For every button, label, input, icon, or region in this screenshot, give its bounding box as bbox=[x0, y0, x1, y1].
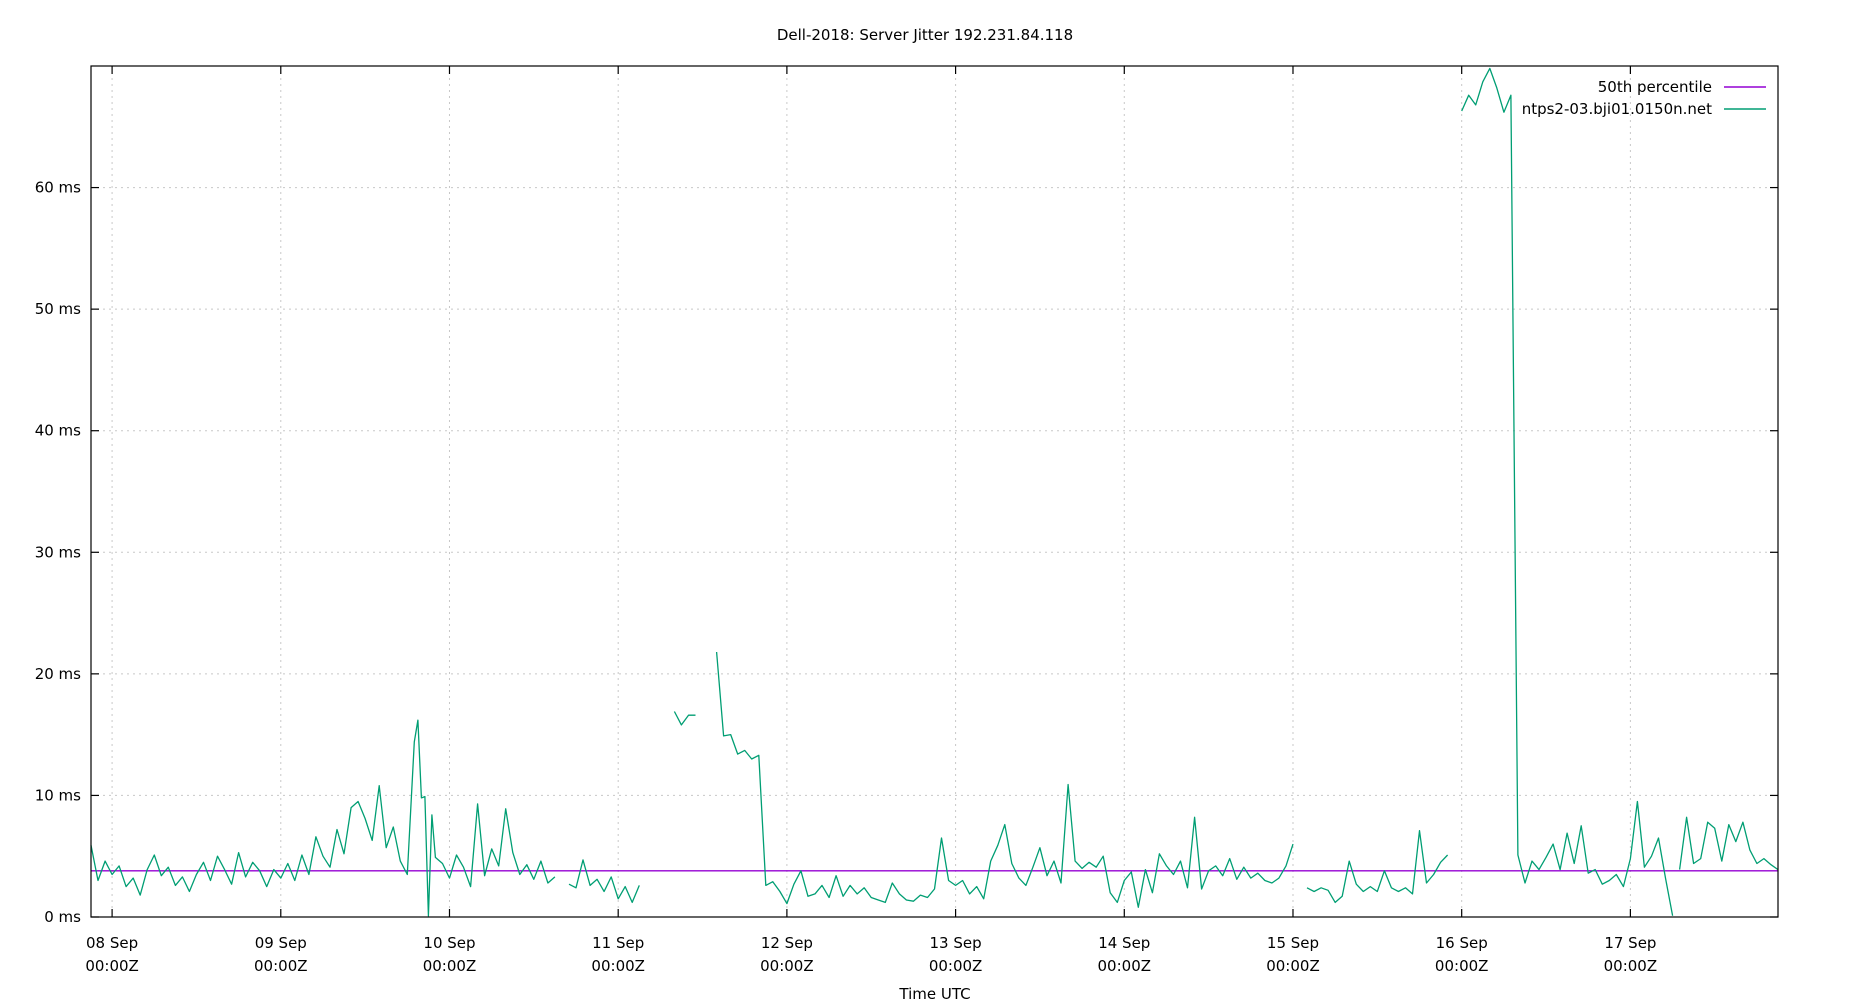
y-tick-label: 20 ms bbox=[35, 665, 81, 683]
x-axis: 08 Sep 00:00Z 09 Sep 00:00Z 10 Sep 00:00Z 11 S… bbox=[85, 66, 1657, 975]
series-line bbox=[1306, 830, 1449, 904]
x-tick-time-label: 00:00Z bbox=[929, 957, 983, 975]
x-tick-time-label: 00:00Z bbox=[760, 957, 814, 975]
x-tick-time-label: 00:00Z bbox=[254, 957, 308, 975]
x-tick-time-label: 00:00Z bbox=[1604, 957, 1658, 975]
y-tick-label: 10 ms bbox=[35, 786, 81, 804]
series-line bbox=[1461, 67, 1674, 916]
x-tick-day-label: 14 Sep bbox=[1098, 934, 1150, 952]
series-line bbox=[1678, 816, 1779, 871]
series-line bbox=[715, 651, 1294, 908]
y-tick-label: 30 ms bbox=[35, 543, 81, 561]
legend-label: 50th percentile bbox=[1598, 78, 1712, 96]
x-tick-time-label: 00:00Z bbox=[591, 957, 645, 975]
x-tick-day-label: 09 Sep bbox=[255, 934, 307, 952]
x-tick-day-label: 16 Sep bbox=[1436, 934, 1488, 952]
x-tick-day-label: 17 Sep bbox=[1604, 934, 1656, 952]
x-tick-day-label: 11 Sep bbox=[592, 934, 644, 952]
x-tick-day-label: 10 Sep bbox=[423, 934, 475, 952]
x-tick-day-label: 12 Sep bbox=[761, 934, 813, 952]
y-tick-label: 40 ms bbox=[35, 422, 81, 440]
series-layer bbox=[90, 67, 1779, 917]
series-line bbox=[673, 711, 696, 726]
series-line bbox=[568, 859, 640, 904]
x-tick-day-label: 15 Sep bbox=[1267, 934, 1319, 952]
x-tick-time-label: 00:00Z bbox=[423, 957, 477, 975]
series-line bbox=[90, 719, 556, 917]
chart-title: Dell-2018: Server Jitter 192.231.84.118 bbox=[777, 26, 1073, 44]
x-tick-time-label: 00:00Z bbox=[1435, 957, 1489, 975]
y-tick-label: 50 ms bbox=[35, 300, 81, 318]
x-tick-time-label: 00:00Z bbox=[1266, 957, 1320, 975]
x-tick-day-label: 13 Sep bbox=[930, 934, 982, 952]
x-tick-time-label: 00:00Z bbox=[85, 957, 139, 975]
legend: 50th percentile ntps2-03.bji01.0150n.net bbox=[1522, 78, 1766, 118]
y-tick-label: 60 ms bbox=[35, 179, 81, 197]
x-tick-day-label: 08 Sep bbox=[86, 934, 138, 952]
x-axis-label: Time UTC bbox=[898, 985, 970, 1000]
plot-frame bbox=[90, 65, 1779, 918]
grid bbox=[91, 66, 1778, 917]
legend-label: ntps2-03.bji01.0150n.net bbox=[1522, 100, 1712, 118]
y-axis: 0 ms 10 ms 20 ms 30 ms 40 ms 50 ms 60 ms bbox=[35, 179, 1778, 926]
y-tick-label: 0 ms bbox=[44, 908, 81, 926]
x-tick-time-label: 00:00Z bbox=[1098, 957, 1152, 975]
